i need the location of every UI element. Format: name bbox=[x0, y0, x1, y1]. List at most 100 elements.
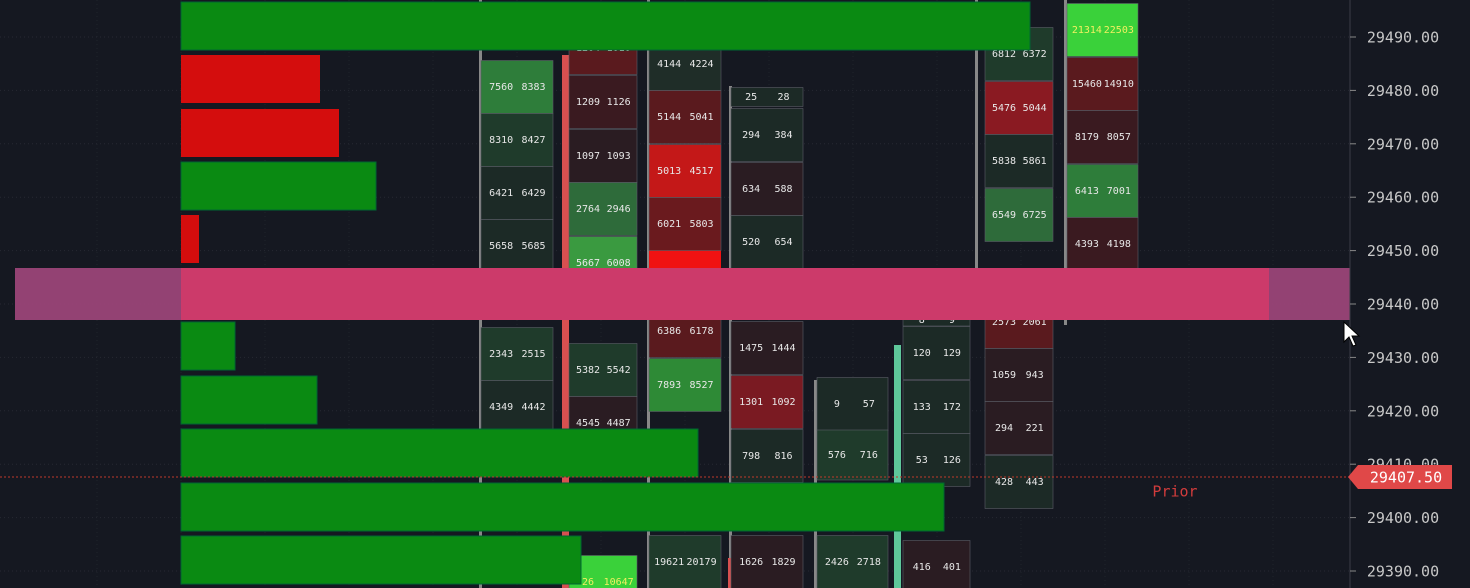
cell bbox=[480, 380, 554, 434]
candle-bar bbox=[975, 0, 978, 320]
price-label: 29390.00 bbox=[1367, 563, 1439, 581]
bid-volume: 15460 bbox=[1072, 79, 1102, 90]
profile-bar bbox=[181, 215, 199, 263]
bid-volume: 25 bbox=[745, 92, 757, 103]
bid-volume: 7560 bbox=[489, 82, 513, 93]
ask-volume: 2718 bbox=[857, 557, 881, 568]
cell bbox=[730, 215, 804, 269]
price-label: 29400.00 bbox=[1367, 509, 1439, 527]
ask-volume: 5542 bbox=[607, 365, 631, 376]
ask-volume: 6178 bbox=[690, 326, 714, 337]
cell bbox=[648, 90, 722, 144]
bid-volume: 4393 bbox=[1075, 239, 1099, 250]
price-label: 29470.00 bbox=[1367, 135, 1439, 153]
bid-volume: 2426 bbox=[825, 557, 849, 568]
profile-bar bbox=[180, 428, 699, 478]
bid-volume: 6421 bbox=[489, 188, 513, 199]
ask-volume: 2515 bbox=[522, 349, 546, 360]
ask-volume: 9 bbox=[949, 315, 955, 326]
cell bbox=[568, 343, 638, 397]
ask-volume: 22503 bbox=[1104, 25, 1134, 36]
cell bbox=[648, 197, 722, 251]
cell bbox=[1066, 164, 1139, 218]
bid-volume: 1475 bbox=[739, 343, 763, 354]
ask-volume: 5041 bbox=[690, 112, 714, 123]
cell bbox=[730, 375, 804, 429]
cell bbox=[730, 535, 804, 588]
bid-volume: 634 bbox=[742, 184, 760, 195]
candle-bar bbox=[729, 86, 732, 588]
prior-label: Prior bbox=[1152, 483, 1197, 501]
profile-bar bbox=[181, 109, 339, 157]
bid-volume: 5382 bbox=[576, 365, 600, 376]
ask-volume: 28 bbox=[778, 92, 790, 103]
ask-volume: 943 bbox=[1026, 370, 1044, 381]
ask-volume: 5803 bbox=[690, 219, 714, 230]
bid-volume: 1209 bbox=[576, 97, 600, 108]
bid-volume: 520 bbox=[742, 237, 760, 248]
bid-volume: 4545 bbox=[576, 418, 600, 429]
cell bbox=[648, 535, 722, 588]
ask-volume: 8383 bbox=[522, 82, 546, 93]
ask-volume: 716 bbox=[860, 450, 878, 461]
ask-volume: 4517 bbox=[690, 166, 714, 177]
ask-volume: 6429 bbox=[522, 188, 546, 199]
bid-volume: 428 bbox=[995, 477, 1013, 488]
bid-volume: 798 bbox=[742, 451, 760, 462]
bid-volume: 26 bbox=[582, 577, 594, 588]
cell bbox=[816, 429, 889, 481]
bid-volume: 6413 bbox=[1075, 186, 1099, 197]
profile-bar bbox=[180, 321, 236, 371]
cell bbox=[649, 250, 721, 268]
cell bbox=[730, 87, 804, 107]
ask-volume: 7001 bbox=[1107, 186, 1131, 197]
bid-volume: 133 bbox=[913, 402, 931, 413]
bid-volume: 6549 bbox=[992, 210, 1016, 221]
ask-volume: 1093 bbox=[607, 151, 631, 162]
cell bbox=[902, 326, 971, 380]
ask-volume: 6725 bbox=[1023, 210, 1047, 221]
current-price-tag bbox=[1348, 465, 1452, 489]
price-label: 29440.00 bbox=[1367, 296, 1439, 314]
price-label: 29430.00 bbox=[1367, 349, 1439, 367]
bid-volume: 1626 bbox=[739, 557, 763, 568]
ask-volume: 2946 bbox=[607, 204, 631, 215]
ask-volume: 8057 bbox=[1107, 132, 1131, 143]
cell bbox=[568, 75, 638, 129]
ask-volume: 588 bbox=[775, 184, 793, 195]
ask-volume: 5861 bbox=[1023, 156, 1047, 167]
profile-bar bbox=[180, 535, 582, 585]
bid-volume: 5838 bbox=[992, 156, 1016, 167]
ask-volume: 10647 bbox=[604, 577, 634, 588]
volume-profile bbox=[180, 1, 1031, 585]
ask-volume: 57 bbox=[863, 399, 875, 410]
ask-volume: 1444 bbox=[772, 343, 796, 354]
ask-volume: 126 bbox=[943, 455, 961, 466]
price-axis-labels: 29490.00 29480.00 29470.00 29460.00 29450.00… bbox=[1350, 29, 1439, 581]
bid-volume: 294 bbox=[995, 423, 1013, 434]
cell bbox=[984, 134, 1054, 188]
price-label: 29450.00 bbox=[1367, 242, 1439, 260]
bid-volume: 5013 bbox=[657, 166, 681, 177]
mouse-cursor bbox=[1343, 320, 1361, 347]
cell bbox=[480, 219, 554, 273]
candle-bar bbox=[1064, 0, 1067, 325]
bid-volume: 4349 bbox=[489, 402, 513, 413]
bid-volume: 21314 bbox=[1072, 25, 1102, 36]
bid-volume: 8179 bbox=[1075, 132, 1099, 143]
ask-volume: 4442 bbox=[522, 402, 546, 413]
bid-volume: 6812 bbox=[992, 49, 1016, 60]
cell bbox=[480, 327, 554, 381]
ask-volume: 6372 bbox=[1023, 49, 1047, 60]
cell bbox=[984, 455, 1054, 509]
ask-volume: 4487 bbox=[607, 418, 631, 429]
current-price: 29407.50 bbox=[1370, 469, 1442, 487]
bid-volume: 6021 bbox=[657, 219, 681, 230]
ask-volume: 1092 bbox=[772, 397, 796, 408]
ask-volume: 1126 bbox=[607, 97, 631, 108]
bid-volume: 1301 bbox=[739, 397, 763, 408]
price-axis bbox=[1350, 0, 1470, 588]
bid-volume: 53 bbox=[916, 455, 928, 466]
cell bbox=[984, 401, 1054, 455]
bid-volume: 4144 bbox=[657, 59, 681, 70]
